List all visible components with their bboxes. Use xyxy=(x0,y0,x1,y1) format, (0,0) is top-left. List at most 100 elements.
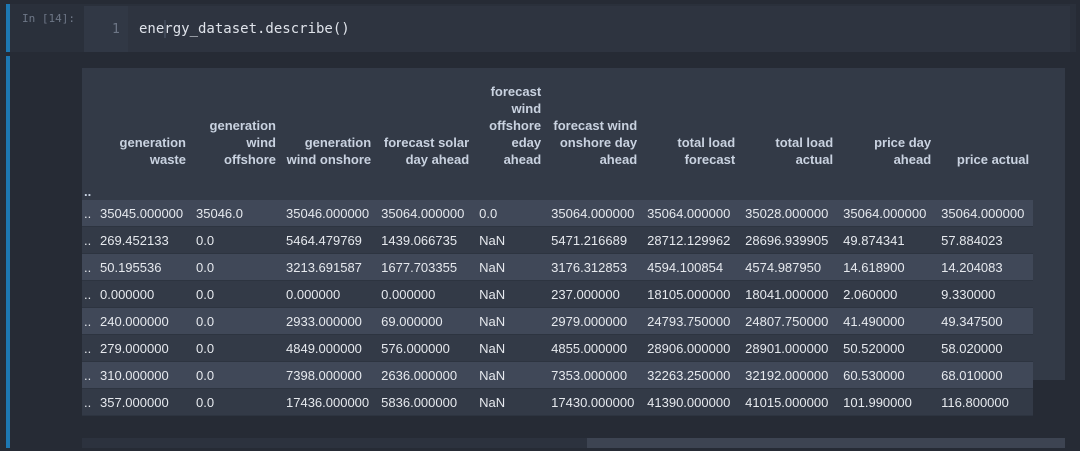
table-cell: 0.0 xyxy=(190,280,280,308)
table-cell: 0.000000 xyxy=(375,280,474,308)
table-cell: .. xyxy=(82,361,94,389)
table-cell: 310.000000 xyxy=(94,361,190,389)
table-cell: 116.800000 xyxy=(935,388,1034,416)
code-editor[interactable]: 1 energy_dataset.describe() xyxy=(84,6,1070,52)
column-header-ellipsis: .. xyxy=(84,184,92,199)
table-cell: 14.618900 xyxy=(837,253,936,281)
column-header-forecast-wind-offshore-eday-ahead: forecast wind offshore eday ahead xyxy=(489,84,542,167)
table-cell: 0.000000 xyxy=(94,280,190,308)
scrollbar-thumb[interactable] xyxy=(587,438,1065,448)
output-area: .. generation waste generation wind offs… xyxy=(82,68,1065,416)
table-cell: 2636.000000 xyxy=(375,361,474,389)
table-cell: .. xyxy=(82,226,94,254)
table-cell: 28906.000000 xyxy=(641,334,740,362)
column-header-generation-waste: generation waste xyxy=(119,135,186,167)
table-cell: 4849.000000 xyxy=(280,334,376,362)
table-cell: NaN xyxy=(473,388,546,416)
table-cell: 18041.000000 xyxy=(739,280,838,308)
horizontal-scrollbar[interactable] xyxy=(82,438,1065,448)
table-cell: 576.000000 xyxy=(375,334,474,362)
table-cell: 101.990000 xyxy=(837,388,936,416)
table-cell: 9.330000 xyxy=(935,280,1034,308)
table-cell: 57.884023 xyxy=(935,226,1034,254)
table-cell: 3176.312853 xyxy=(545,253,642,281)
table-cell: 0.0 xyxy=(473,200,546,227)
column-header-generation-wind-offshore: generation wind offshore xyxy=(209,118,276,167)
table-cell: 5836.000000 xyxy=(375,388,474,416)
table-cell: 2933.000000 xyxy=(280,307,376,335)
table-cell: 4594.100854 xyxy=(641,253,740,281)
table-cell: 41015.000000 xyxy=(739,388,838,416)
table-cell: 0.0 xyxy=(190,334,280,362)
table-cell: 14.204083 xyxy=(935,253,1034,281)
gutter-marker xyxy=(164,20,166,38)
table-cell: .. xyxy=(82,334,94,362)
column-header-forecast-solar-day-ahead: forecast solar day ahead xyxy=(383,135,470,167)
table-cell: 35045.000000 xyxy=(94,200,190,227)
table-cell: 1677.703355 xyxy=(375,253,474,281)
table-cell: 24793.750000 xyxy=(641,307,740,335)
table-cell: 24807.750000 xyxy=(739,307,838,335)
table-cell: 3213.691587 xyxy=(280,253,376,281)
table-cell: 50.520000 xyxy=(837,334,936,362)
table-row: .. 269.452133 0.0 5464.479769 1439.06673… xyxy=(82,226,1034,254)
table-row: .. 0.000000 0.0 0.000000 0.000000 NaN 23… xyxy=(82,280,1034,308)
table-cell: 50.195536 xyxy=(94,253,190,281)
table-cell: 0.0 xyxy=(190,307,280,335)
table-cell: .. xyxy=(82,307,94,335)
table-cell: NaN xyxy=(473,307,546,335)
table-cell: 28696.939905 xyxy=(739,226,838,254)
table-cell: 35064.000000 xyxy=(641,200,740,227)
table-cell: 17436.000000 xyxy=(280,388,376,416)
table-cell: 35028.000000 xyxy=(739,200,838,227)
column-header-price-day-ahead: price day ahead xyxy=(874,135,932,167)
table-header-row: .. generation waste generation wind offs… xyxy=(82,68,1033,200)
table-cell: 28901.000000 xyxy=(739,334,838,362)
table-cell: 35064.000000 xyxy=(935,200,1034,227)
table-cell: 69.000000 xyxy=(375,307,474,335)
table-cell: 269.452133 xyxy=(94,226,190,254)
table-cell: 0.0 xyxy=(190,388,280,416)
cell-selection-bar xyxy=(6,4,10,52)
table-cell: 5471.216689 xyxy=(545,226,642,254)
describe-table: .. generation waste generation wind offs… xyxy=(82,68,1034,416)
line-gutter xyxy=(84,6,128,52)
table-cell: 0.000000 xyxy=(280,280,376,308)
table-cell: 35046.000000 xyxy=(280,200,376,227)
table-cell: 58.020000 xyxy=(935,334,1034,362)
column-header-forecast-wind-onshore-day-ahead: forecast wind onshore day ahead xyxy=(553,118,638,167)
table-cell: .. xyxy=(82,200,94,227)
table-cell: 17430.000000 xyxy=(545,388,642,416)
column-header-total-load-actual: total load actual xyxy=(775,135,834,167)
table-cell: 18105.000000 xyxy=(641,280,740,308)
table-cell: 0.0 xyxy=(190,253,280,281)
table-cell: 2979.000000 xyxy=(545,307,642,335)
table-cell: 240.000000 xyxy=(94,307,190,335)
table-cell: .. xyxy=(82,280,94,308)
table-cell: 49.874341 xyxy=(837,226,936,254)
table-row: .. 357.000000 0.0 17436.000000 5836.0000… xyxy=(82,388,1034,416)
table-cell: 279.000000 xyxy=(94,334,190,362)
table-cell: 1439.066735 xyxy=(375,226,474,254)
table-row: .. 310.000000 0.0 7398.000000 2636.00000… xyxy=(82,361,1034,389)
column-header-total-load-forecast: total load forecast xyxy=(677,135,736,167)
table-cell: 0.0 xyxy=(190,226,280,254)
column-header-generation-wind-onshore: generation wind onshore xyxy=(286,135,372,167)
table-cell: 32263.250000 xyxy=(641,361,740,389)
table-cell: 0.0 xyxy=(190,361,280,389)
table-cell: 35046.0 xyxy=(190,200,280,227)
table-cell: 2.060000 xyxy=(837,280,936,308)
table-cell: .. xyxy=(82,253,94,281)
table-cell: 4574.987950 xyxy=(739,253,838,281)
table-cell: 41390.000000 xyxy=(641,388,740,416)
table-cell: 32192.000000 xyxy=(739,361,838,389)
table-cell: 7353.000000 xyxy=(545,361,642,389)
table-cell: NaN xyxy=(473,280,546,308)
table-cell: .. xyxy=(82,388,94,416)
output-selection-bar xyxy=(6,56,10,448)
table-cell: NaN xyxy=(473,334,546,362)
table-cell: 35064.000000 xyxy=(545,200,642,227)
table-cell: 35064.000000 xyxy=(837,200,936,227)
table-cell: 5464.479769 xyxy=(280,226,376,254)
code-line[interactable]: energy_dataset.describe() xyxy=(139,21,350,37)
